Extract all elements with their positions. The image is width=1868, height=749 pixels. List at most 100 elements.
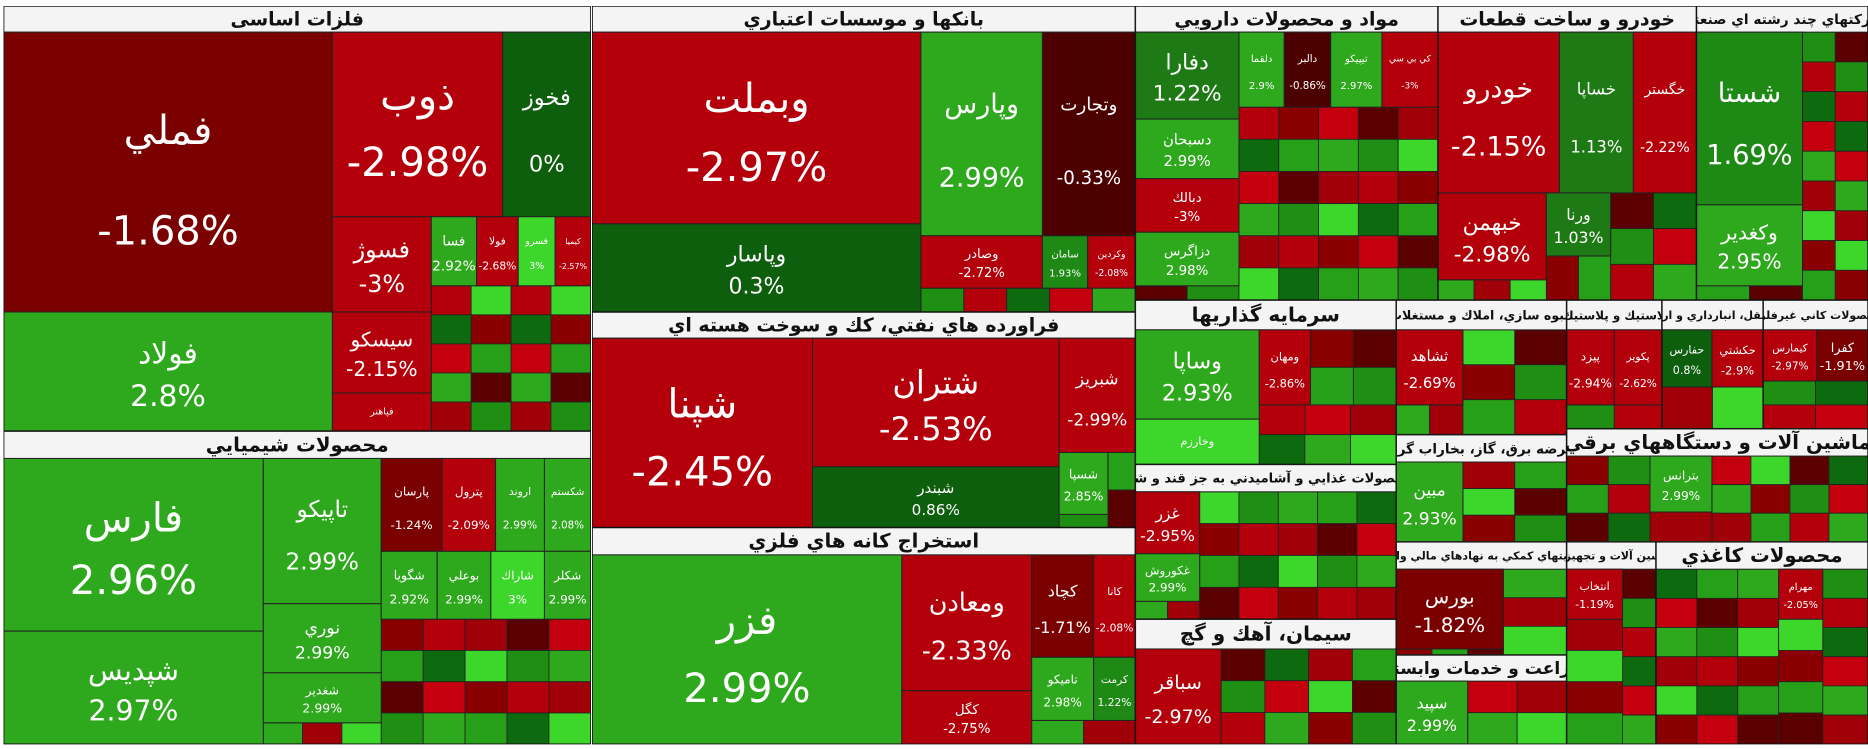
minor-tile xyxy=(548,618,591,651)
tile xyxy=(1566,329,1615,406)
minor-tile xyxy=(430,372,472,403)
minor-tile xyxy=(1622,656,1656,687)
sector: زراعت و خدمات وابسته سپيد 2.99% xyxy=(1383,654,1580,745)
tile-name: فملي xyxy=(124,108,213,154)
minor-tile xyxy=(506,712,550,745)
tile xyxy=(1093,656,1136,721)
minor-tile xyxy=(430,314,472,345)
minor-tile xyxy=(1696,627,1739,658)
tile-value: 2.85% xyxy=(1064,489,1104,504)
minor-tile xyxy=(1397,138,1438,172)
tile xyxy=(1816,329,1868,382)
tile-name: پترول xyxy=(455,484,483,499)
tile-name: كانا xyxy=(1107,585,1122,598)
tile-name: نوري xyxy=(304,619,340,639)
tile-name: شكلر xyxy=(553,568,581,583)
tile-name: شبريز xyxy=(1075,368,1119,388)
sector-header xyxy=(1396,541,1567,570)
minor-tile xyxy=(1696,656,1739,687)
tile-name: فزر xyxy=(715,598,778,644)
minor-tile xyxy=(464,712,508,745)
minor-tile xyxy=(1802,180,1836,212)
minor-tile xyxy=(380,681,424,714)
tile-name: تاميكو xyxy=(1047,673,1078,688)
minor-tile xyxy=(1822,597,1868,628)
minor-tile xyxy=(470,343,512,374)
tile-name: كچاد xyxy=(1048,581,1078,600)
tile xyxy=(1135,553,1201,602)
tile xyxy=(1613,329,1662,406)
minor-tile xyxy=(1397,106,1438,140)
tile xyxy=(1396,680,1469,745)
tile xyxy=(1258,329,1311,406)
tile-value: -2.08% xyxy=(1095,268,1128,279)
tile-name: غزر xyxy=(1154,505,1179,523)
sector-header xyxy=(1135,619,1397,650)
tile-name: سيسكو xyxy=(349,328,413,352)
minor-tile xyxy=(1711,512,1752,542)
tile-value: -2.97% xyxy=(1145,706,1212,728)
minor-tile xyxy=(1750,484,1791,514)
sector: حمل ونقل، انبارداري و ارتباطات حفارس 0.8% ح… xyxy=(1661,300,1764,429)
sector: بانكها و موسسات اعتباري وبملت -2.97% وپاسار… xyxy=(592,5,1136,312)
minor-tile xyxy=(920,287,965,312)
minor-tile xyxy=(1317,491,1358,525)
sector-title: محصولات شيميايي xyxy=(206,433,389,456)
minor-tile xyxy=(1696,714,1739,745)
tile-value: 2.92% xyxy=(389,592,429,607)
tile-name: شپديس xyxy=(88,654,179,687)
minor-tile xyxy=(1350,434,1397,465)
tile-name: سامان xyxy=(1051,250,1078,261)
tile xyxy=(1566,568,1624,620)
tile-name: وبملت xyxy=(703,76,809,122)
minor-tile xyxy=(506,681,550,714)
tile-name: خبهمن xyxy=(1463,211,1522,236)
minor-tile xyxy=(1514,488,1567,516)
minor-tile xyxy=(1778,681,1824,714)
tile-name: كفرا xyxy=(1831,341,1855,356)
minor-tile xyxy=(1545,255,1579,301)
tile-value: 1.69% xyxy=(1706,140,1792,171)
tile-value: 3% xyxy=(508,593,527,607)
minor-tile xyxy=(1607,455,1651,486)
minor-tile xyxy=(510,372,552,403)
minor-tile xyxy=(430,343,472,374)
minor-tile xyxy=(1462,329,1516,366)
tile xyxy=(502,31,591,218)
sector-title: زراعت و خدمات وابسته xyxy=(1383,659,1580,679)
tile-value: 2.99% xyxy=(302,700,342,715)
minor-tile xyxy=(1357,267,1399,301)
tile-name: پارسان xyxy=(394,484,429,499)
tile-value: 0% xyxy=(529,152,565,178)
minor-tile xyxy=(1834,269,1868,301)
tile xyxy=(1135,491,1201,555)
minor-tile xyxy=(550,314,591,345)
minor-tile xyxy=(1310,366,1354,406)
sector-title: استخراج كانه هاي فلزي xyxy=(748,530,979,554)
minor-tile xyxy=(1622,685,1656,716)
minor-tile xyxy=(1092,287,1136,312)
tile-value: -2.05% xyxy=(1783,600,1818,611)
tile xyxy=(1135,329,1260,420)
minor-tile xyxy=(1653,192,1697,230)
tile-value: -2.72% xyxy=(959,266,1005,281)
tile-value: -2.94% xyxy=(1569,376,1612,390)
tile xyxy=(1545,192,1612,257)
tile xyxy=(1649,455,1713,513)
tile-name: شغدير xyxy=(305,682,339,698)
minor-tile xyxy=(1514,461,1567,490)
minor-tile xyxy=(1661,386,1713,429)
minor-tile xyxy=(1278,171,1319,205)
minor-tile xyxy=(1566,512,1609,542)
minor-tile xyxy=(1815,380,1868,406)
tile-name: مبين xyxy=(1413,481,1446,501)
minor-tile xyxy=(1622,568,1656,599)
minor-tile xyxy=(1750,512,1791,542)
minor-tile xyxy=(1737,685,1780,716)
minor-tile xyxy=(1802,210,1836,241)
tile-name: وپاسار xyxy=(726,243,786,268)
tile xyxy=(380,457,443,552)
minor-tile xyxy=(1737,568,1780,599)
minor-tile xyxy=(1514,329,1567,366)
